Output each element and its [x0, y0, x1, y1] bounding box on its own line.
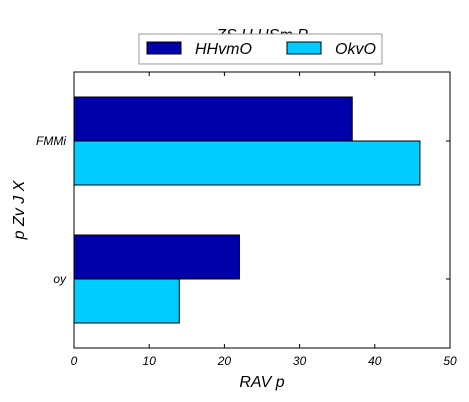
legend-label-HHvmO: HHvmO	[195, 41, 252, 58]
plot-area: FMMi oy 0 10 20 30 40 50	[36, 71, 457, 368]
y-tick-label: oy	[53, 272, 67, 286]
y-axis-label: p Zv J X	[11, 179, 28, 240]
legend-swatch-OkvO	[286, 41, 322, 55]
bar-HHvmO-oy	[73, 234, 240, 280]
x-tick-label: 0	[71, 354, 78, 368]
legend-swatch-HHvmO	[146, 41, 182, 55]
bar-HHvmO-FMMi	[73, 96, 353, 142]
legend: HHvmO OkvO	[138, 33, 383, 65]
y-tick-label: FMMi	[36, 134, 66, 148]
bar-OkvO-FMMi	[73, 140, 421, 186]
plot-frame	[73, 71, 451, 349]
x-axis-label: RAV p	[239, 374, 284, 391]
x-tick-label: 20	[217, 354, 232, 368]
x-tick-label: 10	[143, 354, 157, 368]
x-tick-label: 30	[293, 354, 307, 368]
legend-label-OkvO: OkvO	[335, 41, 376, 58]
x-tick-label: 40	[368, 354, 382, 368]
x-tick-label: 50	[443, 354, 457, 368]
bar-OkvO-oy	[73, 278, 180, 324]
